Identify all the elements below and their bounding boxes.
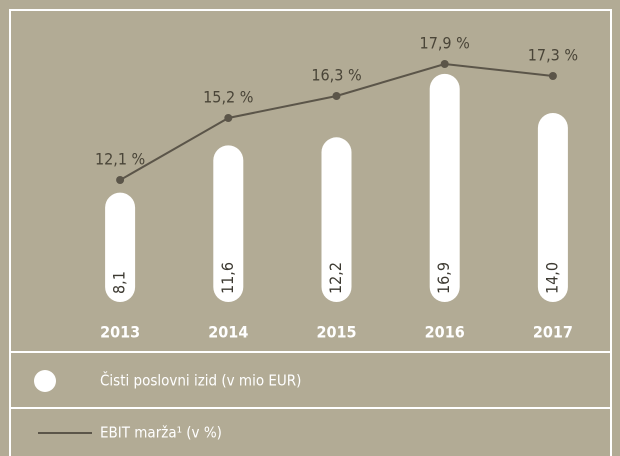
x-tick-label: 2014: [208, 323, 248, 342]
bar: [105, 192, 136, 302]
point: [116, 176, 125, 184]
x-tick-label: 2013: [100, 323, 140, 342]
x-tick-label: 2017: [533, 323, 573, 342]
value-label: 17,3 %: [528, 46, 578, 65]
value-label: 15,2 %: [203, 88, 253, 107]
bar: [537, 113, 568, 302]
value-label: 16,3 %: [311, 66, 361, 85]
value-label: 8,1: [110, 271, 129, 294]
point: [224, 114, 233, 122]
legend-swatch: [34, 370, 56, 392]
frame: [9, 9, 612, 456]
value-label: 14,0: [542, 262, 561, 294]
value-label: 11,6: [218, 262, 237, 294]
x-tick-label: 2016: [425, 323, 465, 342]
point: [548, 72, 557, 80]
x-tick-label: 2015: [316, 323, 356, 342]
point: [440, 60, 449, 68]
legend-label: EBIT marža¹ (v %): [100, 424, 222, 442]
value-label: 16,9: [434, 262, 453, 294]
bar: [321, 137, 352, 302]
value-label: 17,9 %: [420, 34, 470, 53]
point: [332, 92, 341, 100]
value-label: 12,2: [326, 262, 345, 294]
bar: [213, 145, 244, 302]
legend-label: Čisti poslovni izid (v mio EUR): [100, 371, 301, 390]
value-label: 12,1 %: [95, 150, 145, 169]
bar: [429, 73, 460, 302]
